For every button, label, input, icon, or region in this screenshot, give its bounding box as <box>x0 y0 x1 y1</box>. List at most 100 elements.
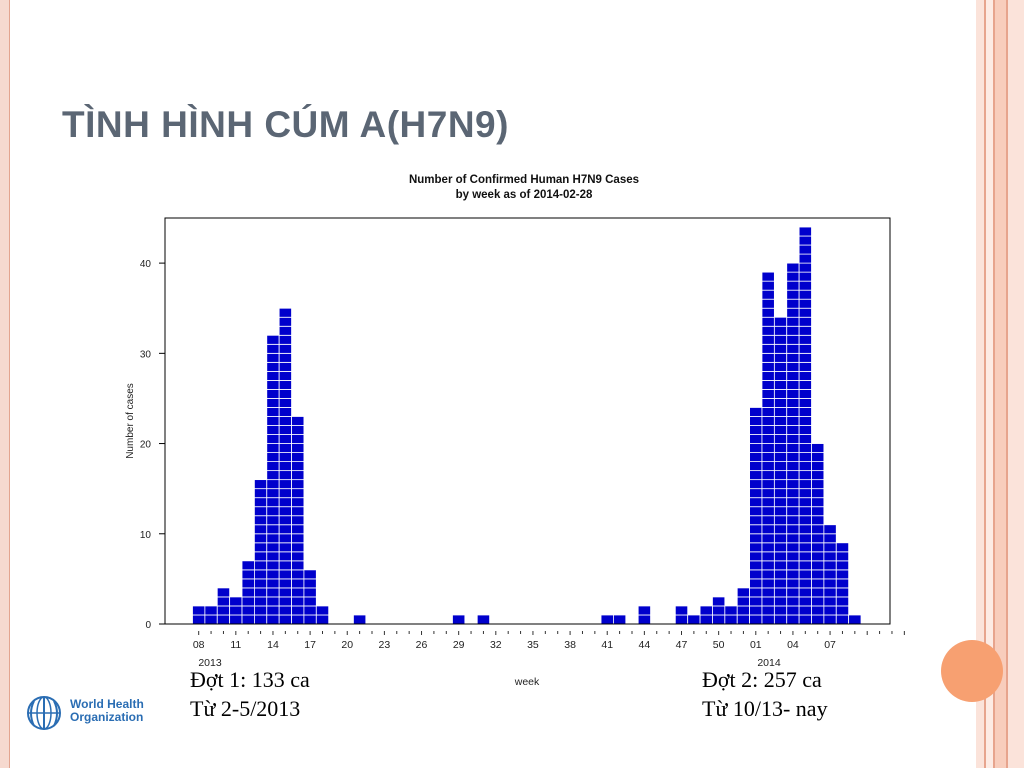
bar-cell <box>241 596 255 607</box>
bar-cell <box>786 578 800 589</box>
bar-cell <box>786 407 800 417</box>
bar-cell <box>761 434 775 444</box>
bar-cell <box>786 416 800 426</box>
bar-cell <box>291 587 305 598</box>
x-tick-label: 50 <box>713 639 725 651</box>
bar-cell <box>204 614 218 625</box>
bar-cell <box>786 352 800 363</box>
x-tick-label: 35 <box>527 639 539 651</box>
bar-cell <box>192 605 206 616</box>
bar-cell <box>786 316 800 327</box>
bar-cell <box>835 587 850 598</box>
bar-cell <box>749 470 763 481</box>
bar-cell <box>303 569 317 580</box>
bar-cell <box>798 407 812 417</box>
x-tick-label: 20 <box>341 639 353 651</box>
bar-cell <box>266 497 280 508</box>
bar-cell <box>823 596 837 607</box>
bar-cell <box>786 452 800 462</box>
bar-cell <box>761 280 775 291</box>
bar-cell <box>798 605 812 616</box>
bar-cell <box>835 614 850 625</box>
bar-cell <box>291 434 305 444</box>
bar-cell <box>811 479 825 490</box>
x-tick-label: 08 <box>193 639 205 651</box>
bar-cell <box>786 614 800 625</box>
bar-cell <box>761 479 775 490</box>
bar-cell <box>811 560 825 571</box>
bar-cell <box>253 515 268 526</box>
bar-cell <box>278 316 292 327</box>
bar-cell <box>253 506 268 517</box>
bar-cell <box>761 461 775 472</box>
bar-cell <box>315 614 330 625</box>
bar-cell <box>291 425 305 435</box>
bar-cell <box>266 398 280 408</box>
bar-cell <box>278 343 292 354</box>
bar-cell <box>786 307 800 318</box>
bar-cell <box>798 262 812 273</box>
bar-cell <box>278 524 292 535</box>
bar-cell <box>278 497 292 508</box>
bar-cell <box>773 506 788 517</box>
bar-cell <box>786 605 800 616</box>
bar-cell <box>278 587 292 598</box>
who-name-line2: Organization <box>70 710 144 724</box>
bar-cell <box>773 479 788 490</box>
bar-cell <box>749 524 763 535</box>
bar-cell <box>253 551 268 562</box>
bar-cell <box>266 614 280 625</box>
bar-cell <box>253 569 268 580</box>
bar-cell <box>712 614 726 625</box>
bar-cell <box>773 361 788 372</box>
bar-cell <box>811 596 825 607</box>
bar-cell <box>278 542 292 553</box>
right-decorative-stripes <box>976 0 1024 768</box>
bar-cell <box>835 578 850 589</box>
year-label-2013: 2013 <box>198 657 222 669</box>
bar-cell <box>724 614 738 625</box>
bar-cell <box>278 389 292 399</box>
bar-cell <box>823 587 837 598</box>
bar-cell <box>773 560 788 571</box>
bar-cell <box>798 488 812 499</box>
bar-cell <box>266 425 280 435</box>
bar-cell <box>798 443 812 453</box>
bar-cell <box>291 578 305 589</box>
bar-cell <box>773 407 788 417</box>
bar-cell <box>773 389 788 399</box>
bar-cell <box>278 352 292 363</box>
bar-cell <box>761 379 775 390</box>
bar-cell <box>798 515 812 526</box>
bar-cell <box>798 379 812 390</box>
bar-cell <box>798 416 812 426</box>
bar-cell <box>811 461 825 472</box>
bar-cell <box>773 533 788 544</box>
bar-cell <box>823 569 837 580</box>
bar-cell <box>253 596 268 607</box>
bar-cell <box>699 605 713 616</box>
bar-cell <box>761 497 775 508</box>
bar-cell <box>278 425 292 435</box>
x-tick-label: 07 <box>824 639 836 651</box>
bar-cell <box>687 614 701 625</box>
bar-cell <box>712 605 726 616</box>
bar-cell <box>241 587 255 598</box>
bar-cell <box>291 524 305 535</box>
x-axis-label: week <box>514 676 540 688</box>
bar-cell <box>773 398 788 408</box>
bar-cell <box>823 605 837 616</box>
bar-cell <box>749 479 763 490</box>
bar-cell <box>749 434 763 444</box>
bar-cell <box>823 551 837 562</box>
bar-cell <box>786 443 800 453</box>
bar-cell <box>266 416 280 426</box>
bar-cell <box>761 452 775 462</box>
bar-cell <box>266 479 280 490</box>
bar-cell <box>266 587 280 598</box>
bar-cell <box>253 542 268 553</box>
bar-cell <box>798 452 812 462</box>
bar-cell <box>253 587 268 598</box>
x-tick-label: 04 <box>787 639 799 651</box>
bar-cell <box>786 515 800 526</box>
